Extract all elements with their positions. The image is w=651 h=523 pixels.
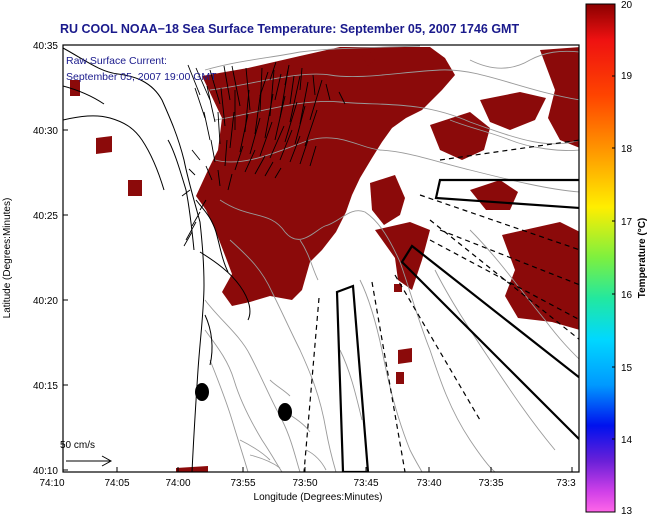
- colorbar-tick-label: 13: [621, 506, 633, 517]
- x-tick-label: 73:55: [230, 478, 255, 489]
- colorbar-tick-label: 18: [621, 144, 633, 155]
- x-tick-label: 74:05: [104, 478, 129, 489]
- colorbar-tick-label: 14: [621, 435, 633, 446]
- x-tick-label: 73:45: [353, 478, 378, 489]
- x-tick-label: 74:10: [39, 478, 64, 489]
- colorbar-label: Temperature (°C): [637, 218, 648, 299]
- colorbar-tick-label: 20: [621, 0, 633, 11]
- x-axis-label: Longitude (Degrees:Minutes): [254, 492, 383, 503]
- x-tick-label: 74:00: [165, 478, 190, 489]
- colorbar-tick-label: 16: [621, 290, 633, 301]
- colorbar-gradient: [585, 3, 616, 513]
- bathymetry-contours: [204, 45, 579, 472]
- y-tick-label: 40:15: [33, 381, 58, 392]
- x-axis: 74:10 74:05 74:00 73:55 73:50 73:45 73:4…: [39, 467, 576, 489]
- y-tick-label: 40:25: [33, 211, 58, 222]
- current-annotation-line1: Raw Surface Current:: [66, 55, 167, 67]
- plot-area: [63, 45, 579, 472]
- y-axis-label: Latitude (Degrees:Minutes): [2, 198, 13, 319]
- colorbar-tick-label: 19: [621, 71, 633, 82]
- y-axis: 40:35 40:30 40:25 40:20 40:15 40:10: [33, 41, 68, 477]
- colorbar-tick-label: 15: [621, 363, 633, 374]
- scale-label: 50 cm/s: [60, 440, 95, 451]
- x-tick-label: 73:50: [292, 478, 317, 489]
- marker-dot: [195, 383, 209, 401]
- plot-frame: [62, 44, 580, 473]
- y-tick-label: 40:20: [33, 296, 58, 307]
- colorbar: 20 19 18 17 16 15 14 13 Temperature (°C): [585, 0, 648, 517]
- y-tick-label: 40:35: [33, 41, 58, 52]
- colorbar-tick-label: 17: [621, 217, 633, 228]
- current-annotation-line2: September 05, 2007 19:00 GMT: [66, 71, 217, 83]
- x-tick-label: 73:35: [478, 478, 503, 489]
- x-tick-label: 73:40: [416, 478, 441, 489]
- x-tick-label: 73:3: [556, 478, 576, 489]
- surface-current-vectors: [181, 61, 346, 247]
- scale-arrow: [66, 455, 113, 467]
- sst-patches: [70, 47, 579, 472]
- marker-dot: [278, 403, 292, 421]
- y-tick-label: 40:30: [33, 126, 58, 137]
- dashed-transects: [303, 139, 579, 472]
- survey-polygons: [335, 178, 579, 472]
- y-tick-label: 40:10: [33, 466, 58, 477]
- figure-title: RU COOL NOAA−18 Sea Surface Temperature:…: [60, 22, 519, 36]
